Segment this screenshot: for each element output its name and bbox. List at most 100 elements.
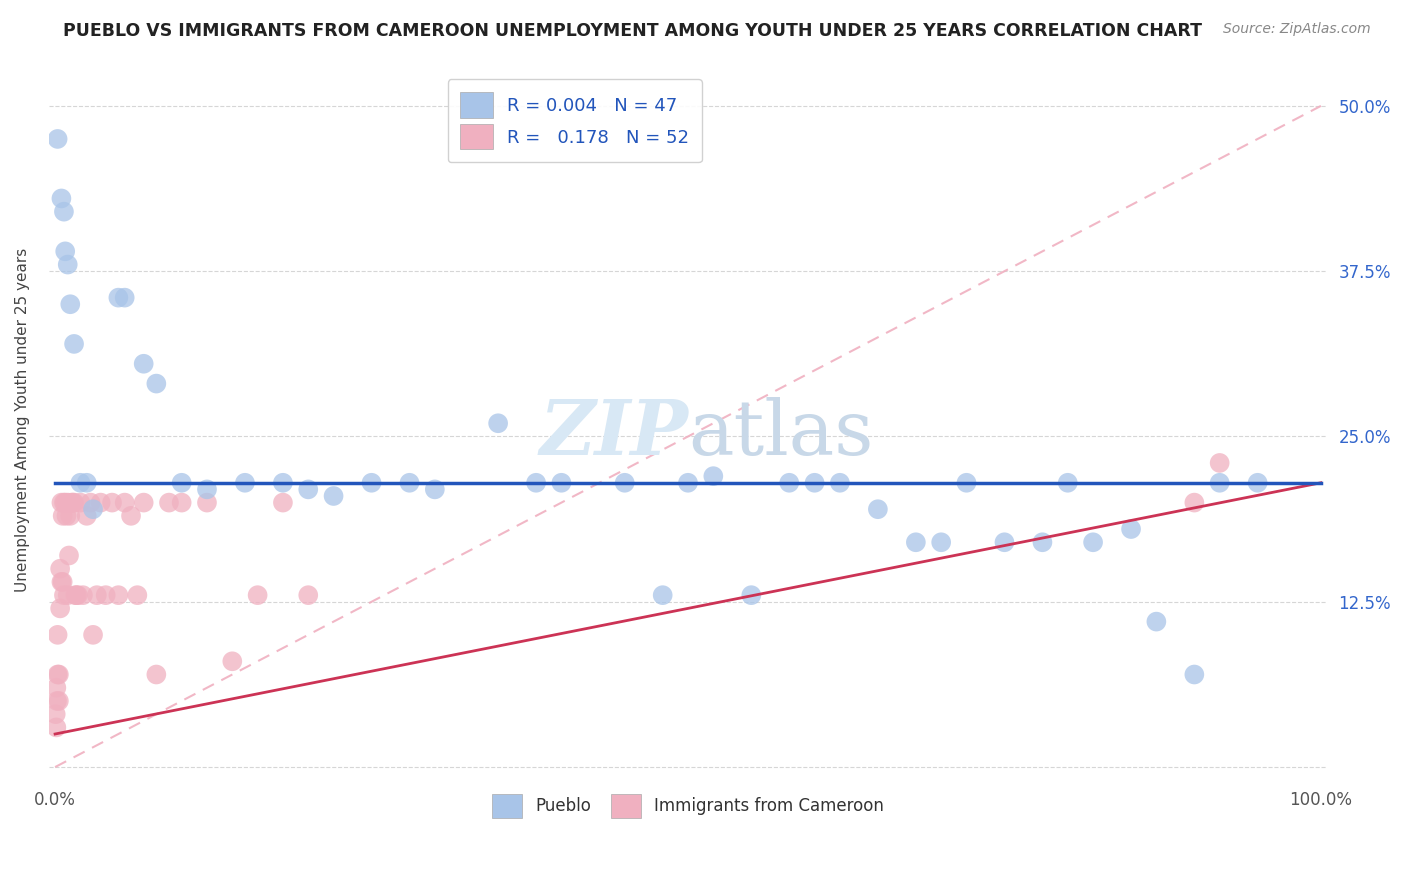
Point	[398, 475, 420, 490]
Point	[803, 475, 825, 490]
Point	[56, 258, 79, 272]
Point	[132, 357, 155, 371]
Point	[127, 588, 149, 602]
Point	[1119, 522, 1142, 536]
Legend: Pueblo, Immigrants from Cameroon: Pueblo, Immigrants from Cameroon	[484, 786, 893, 826]
Point	[486, 417, 509, 431]
Point	[651, 588, 673, 602]
Point	[90, 495, 112, 509]
Point	[69, 495, 91, 509]
Point	[45, 707, 67, 722]
Y-axis label: Unemployment Among Youth under 25 years: Unemployment Among Youth under 25 years	[15, 248, 30, 592]
Point	[101, 495, 124, 509]
Text: ZIP: ZIP	[538, 397, 688, 471]
Point	[740, 588, 762, 602]
Point	[271, 495, 294, 509]
Point	[55, 508, 77, 523]
Point	[72, 588, 94, 602]
Point	[1031, 535, 1053, 549]
Point	[613, 475, 636, 490]
Point	[52, 508, 75, 523]
Point	[62, 495, 84, 509]
Point	[48, 667, 70, 681]
Point	[46, 132, 69, 146]
Point	[79, 495, 101, 509]
Point	[52, 495, 75, 509]
Point	[51, 191, 73, 205]
Point	[107, 588, 129, 602]
Point	[246, 588, 269, 602]
Point	[322, 489, 344, 503]
Point	[170, 495, 193, 509]
Point	[114, 495, 136, 509]
Point	[46, 694, 69, 708]
Point	[550, 475, 572, 490]
Point	[524, 475, 547, 490]
Point	[66, 588, 89, 602]
Point	[107, 291, 129, 305]
Point	[1246, 475, 1268, 490]
Point	[94, 588, 117, 602]
Point	[297, 483, 319, 497]
Point	[49, 601, 72, 615]
Text: Source: ZipAtlas.com: Source: ZipAtlas.com	[1223, 22, 1371, 37]
Point	[63, 337, 86, 351]
Point	[56, 588, 79, 602]
Point	[423, 483, 446, 497]
Point	[59, 297, 82, 311]
Point	[1208, 475, 1230, 490]
Point	[51, 574, 73, 589]
Point	[52, 204, 75, 219]
Point	[63, 495, 86, 509]
Point	[904, 535, 927, 549]
Point	[76, 508, 98, 523]
Point	[1182, 495, 1205, 509]
Point	[45, 681, 67, 695]
Point	[58, 549, 80, 563]
Point	[132, 495, 155, 509]
Point	[46, 667, 69, 681]
Point	[195, 483, 218, 497]
Point	[1182, 667, 1205, 681]
Point	[86, 588, 108, 602]
Point	[69, 475, 91, 490]
Point	[1208, 456, 1230, 470]
Point	[297, 588, 319, 602]
Point	[360, 475, 382, 490]
Point	[993, 535, 1015, 549]
Point	[76, 475, 98, 490]
Point	[1056, 475, 1078, 490]
Point	[49, 562, 72, 576]
Point	[53, 244, 76, 259]
Point	[828, 475, 851, 490]
Point	[929, 535, 952, 549]
Point	[59, 508, 82, 523]
Point	[271, 475, 294, 490]
Point	[51, 495, 73, 509]
Point	[233, 475, 256, 490]
Point	[65, 588, 87, 602]
Point	[46, 628, 69, 642]
Text: PUEBLO VS IMMIGRANTS FROM CAMEROON UNEMPLOYMENT AMONG YOUTH UNDER 25 YEARS CORRE: PUEBLO VS IMMIGRANTS FROM CAMEROON UNEMP…	[63, 22, 1202, 40]
Point	[60, 495, 83, 509]
Point	[1081, 535, 1104, 549]
Point	[82, 502, 104, 516]
Point	[676, 475, 699, 490]
Point	[82, 628, 104, 642]
Point	[52, 574, 75, 589]
Point	[53, 495, 76, 509]
Point	[145, 667, 167, 681]
Point	[52, 588, 75, 602]
Point	[120, 508, 142, 523]
Point	[65, 588, 87, 602]
Point	[778, 475, 800, 490]
Point	[195, 495, 218, 509]
Point	[170, 475, 193, 490]
Point	[56, 495, 79, 509]
Point	[702, 469, 724, 483]
Text: atlas: atlas	[688, 397, 873, 471]
Point	[1144, 615, 1167, 629]
Point	[866, 502, 889, 516]
Point	[145, 376, 167, 391]
Point	[45, 720, 67, 734]
